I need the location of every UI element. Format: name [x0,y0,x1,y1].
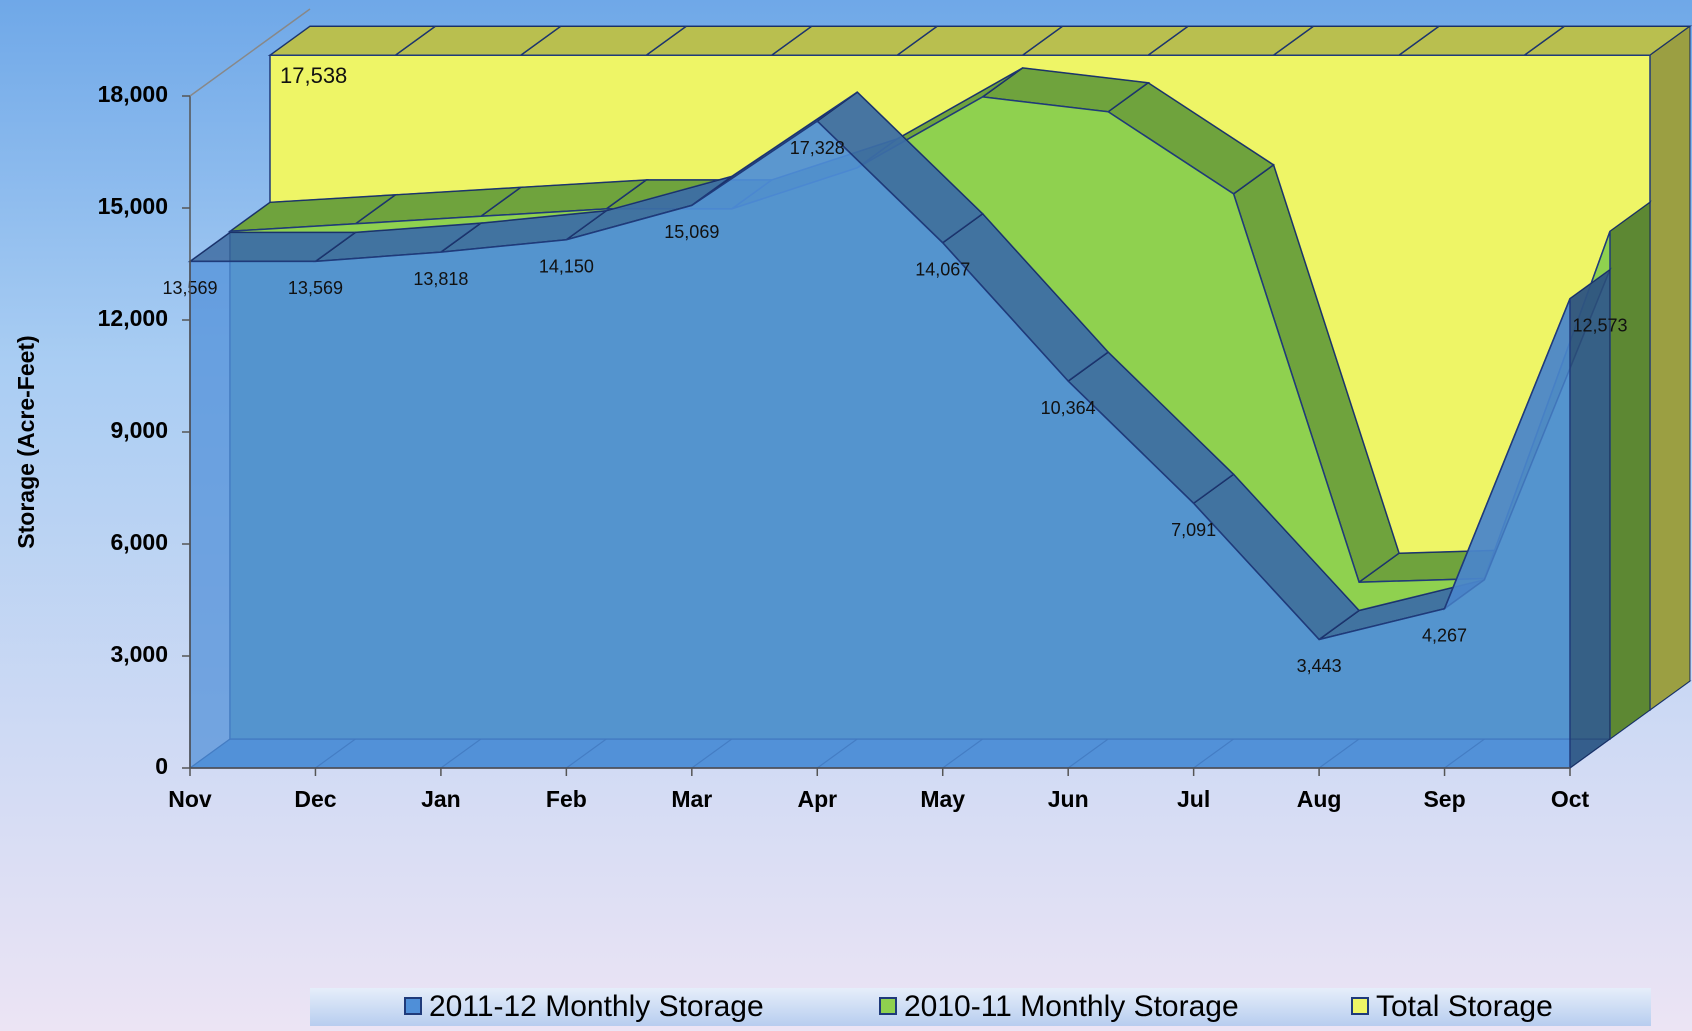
top-shade [1022,26,1189,56]
legend-swatch [879,997,897,1015]
value-label: 17,538 [280,63,347,88]
end-shade [1650,26,1690,710]
x-tick-label: Jun [1048,786,1089,812]
y-tick-label: 18,000 [98,81,168,107]
legend-label: 2011-12 Monthly Storage [429,990,764,1023]
top-shade [1399,26,1565,56]
top-shade [480,179,647,217]
top-shade [1273,26,1440,56]
value-label: 12,573 [1572,315,1627,335]
y-tick-label: 3,000 [110,641,168,667]
legend-label: 2010-11 Monthly Storage [904,990,1239,1023]
top-shade [646,26,812,56]
x-tick-label: Jul [1177,786,1210,812]
top-shade [355,187,521,224]
top-shade [1193,474,1360,640]
top-shade [1108,82,1274,194]
x-tick-label: May [920,786,965,812]
series-front-face [189,120,1571,769]
legend-swatch [404,997,422,1015]
x-tick-label: Feb [546,786,587,812]
value-label: 7,091 [1171,520,1216,540]
x-tick-label: Sep [1423,786,1465,812]
top-shade [566,176,732,240]
value-label: 14,067 [915,260,970,280]
axis-corner [189,8,311,97]
top-shade [1068,352,1234,504]
end-shade [1610,202,1650,740]
y-tick-label: 15,000 [98,193,168,219]
top-shade [897,26,1063,56]
top-shade [1233,164,1400,583]
top-shade [817,92,983,243]
y-tick-label: 0 [155,753,168,779]
x-tick-label: Nov [168,786,212,812]
legend-swatch [1351,997,1369,1015]
top-shade [270,26,436,56]
top-shade [982,67,1149,112]
top-shade [190,232,356,262]
value-label: 17,328 [790,138,845,158]
end-shade [1570,269,1610,768]
top-shade [771,26,938,56]
y-tick-label: 12,000 [98,305,168,331]
x-tick-label: Dec [294,786,336,812]
top-shade [1524,26,1690,56]
top-shade [1148,26,1314,56]
top-shade [395,26,561,56]
value-label: 15,069 [664,222,719,242]
x-tick-label: Jan [421,786,461,812]
top-shade [440,210,607,253]
legend-label: Total Storage [1376,990,1553,1023]
x-tick-label: Apr [797,786,837,812]
value-label: 4,267 [1422,625,1467,645]
legend-band [310,988,1651,1026]
top-shade [230,194,396,232]
value-label: 3,443 [1297,656,1342,676]
top-shade [520,26,687,56]
y-tick-label: 9,000 [110,417,168,443]
x-tick-label: Aug [1297,786,1342,812]
x-tick-label: Mar [671,786,712,812]
value-label: 13,818 [413,269,468,289]
y-tick-label: 6,000 [110,529,168,555]
top-shade [1319,579,1485,640]
value-label: 13,569 [288,278,343,298]
value-label: 14,150 [539,256,594,276]
top-shade [942,213,1109,382]
y-axis-title: Storage (Acre-Feet) [13,335,39,548]
value-label: 10,364 [1041,398,1096,418]
x-tick-label: Oct [1551,786,1590,812]
